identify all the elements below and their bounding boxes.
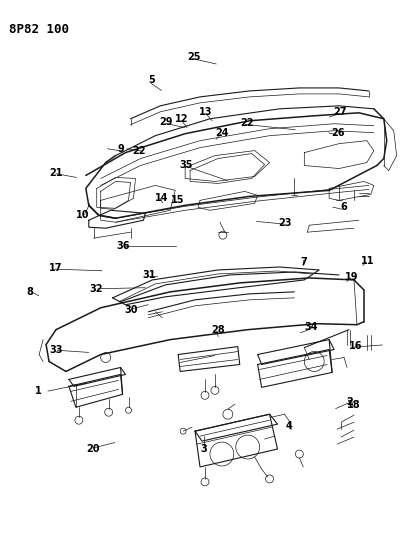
Text: 19: 19 bbox=[345, 272, 359, 281]
Text: 25: 25 bbox=[187, 52, 201, 62]
Text: 6: 6 bbox=[340, 202, 347, 212]
Text: 8P82 100: 8P82 100 bbox=[9, 23, 69, 36]
Text: 22: 22 bbox=[133, 146, 146, 156]
Text: 10: 10 bbox=[75, 209, 89, 220]
Text: 33: 33 bbox=[49, 345, 63, 356]
Text: 13: 13 bbox=[199, 107, 213, 117]
Text: 26: 26 bbox=[331, 128, 344, 138]
Text: 18: 18 bbox=[347, 400, 361, 410]
Text: 1: 1 bbox=[35, 386, 41, 396]
Text: 14: 14 bbox=[155, 192, 168, 203]
Text: 3: 3 bbox=[201, 445, 207, 455]
Text: 36: 36 bbox=[116, 241, 130, 252]
Text: 8: 8 bbox=[27, 287, 33, 297]
Text: 23: 23 bbox=[278, 218, 292, 228]
Text: 32: 32 bbox=[90, 284, 103, 294]
Text: 11: 11 bbox=[361, 256, 375, 266]
Text: 2: 2 bbox=[346, 397, 353, 407]
Text: 15: 15 bbox=[171, 195, 184, 205]
Text: 16: 16 bbox=[349, 341, 363, 351]
Text: 21: 21 bbox=[49, 168, 63, 177]
Text: 20: 20 bbox=[86, 445, 99, 455]
Text: 34: 34 bbox=[305, 322, 318, 333]
Text: 5: 5 bbox=[148, 75, 155, 85]
Text: 17: 17 bbox=[49, 263, 63, 273]
Text: 31: 31 bbox=[142, 270, 156, 280]
Text: 9: 9 bbox=[118, 144, 124, 154]
Text: 22: 22 bbox=[240, 118, 253, 128]
Text: 4: 4 bbox=[286, 421, 293, 431]
Text: 27: 27 bbox=[333, 107, 346, 117]
Text: 28: 28 bbox=[211, 325, 225, 335]
Text: 12: 12 bbox=[175, 114, 188, 124]
Text: 29: 29 bbox=[159, 117, 172, 127]
Text: 7: 7 bbox=[300, 257, 307, 267]
Text: 35: 35 bbox=[179, 160, 193, 169]
Text: 24: 24 bbox=[215, 128, 229, 138]
Text: 30: 30 bbox=[124, 305, 138, 315]
